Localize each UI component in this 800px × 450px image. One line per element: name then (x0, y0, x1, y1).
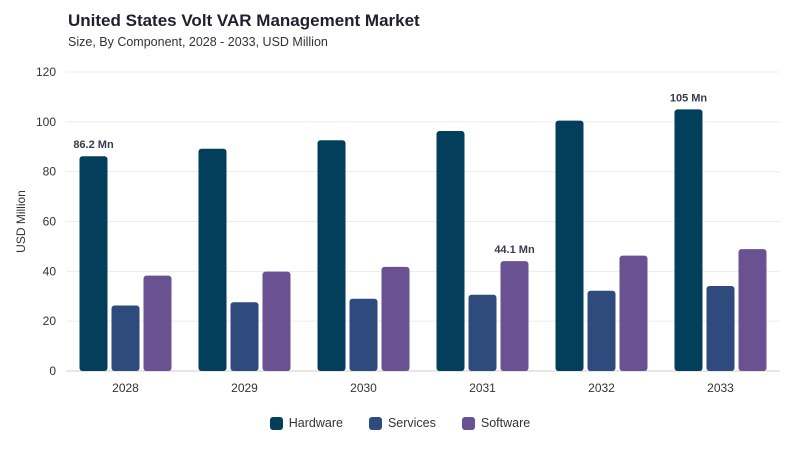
bar-hardware-2033 (674, 109, 703, 371)
y-tick-label: 40 (43, 264, 57, 278)
y-tick-label: 60 (43, 215, 57, 229)
bar-software-2028 (143, 275, 172, 371)
chart-title: United States Volt VAR Management Market (68, 11, 420, 30)
bar-services-2033 (706, 286, 735, 371)
legend-item-software[interactable]: Software (461, 416, 531, 430)
bar-services-2032 (587, 290, 616, 371)
x-tick-label: 2031 (469, 381, 496, 395)
legend-item-hardware[interactable]: Hardware (269, 416, 343, 430)
data-label: 86.2 Mn (73, 139, 114, 151)
bar-hardware-2030 (317, 140, 346, 371)
bar-hardware-2028 (79, 156, 108, 371)
x-tick-label: 2028 (112, 381, 139, 395)
bar-software-2032 (619, 255, 648, 371)
bar-hardware-2029 (198, 148, 227, 371)
y-axis-label: USD Million (14, 190, 28, 253)
bar-software-2030 (381, 266, 410, 371)
y-tick-label: 100 (36, 115, 56, 129)
x-tick-label: 2029 (231, 381, 258, 395)
bar-chart: 0 20 40 60 80 100 120 USD Million 2028 2029 2030 20… (14, 65, 780, 395)
legend-item-services[interactable]: Services (368, 416, 436, 430)
x-tick-label: 2030 (350, 381, 377, 395)
bar-software-2033 (738, 249, 767, 371)
data-label: 44.1 Mn (494, 244, 535, 256)
legend-label-hardware: Hardware (288, 416, 343, 430)
bar-hardware-2032 (555, 120, 584, 372)
data-label: 105 Mn (670, 92, 708, 104)
x-tick-label: 2032 (588, 381, 615, 395)
chart-subtitle: Size, By Component, 2028 - 2033, USD Mil… (68, 35, 328, 49)
y-tick-label: 0 (49, 364, 56, 378)
y-tick-label: 80 (43, 165, 57, 179)
y-tick-label: 120 (36, 65, 56, 79)
x-tick-label: 2033 (707, 381, 734, 395)
bar-services-2029 (230, 302, 259, 371)
y-tick-label: 20 (43, 314, 57, 328)
legend-swatch-services (368, 416, 382, 430)
legend-swatch-software (461, 416, 475, 430)
bar-software-2029 (262, 271, 291, 371)
legend-label-software: Software (480, 416, 531, 430)
legend: Hardware Services Software (0, 416, 800, 430)
bar-hardware-2031 (436, 131, 465, 371)
legend-label-services: Services (387, 416, 436, 430)
bar-services-2028 (111, 305, 140, 371)
bar-software-2031 (500, 261, 529, 371)
bar-services-2031 (468, 294, 497, 371)
legend-swatch-hardware (269, 416, 283, 430)
bar-services-2030 (349, 298, 378, 371)
